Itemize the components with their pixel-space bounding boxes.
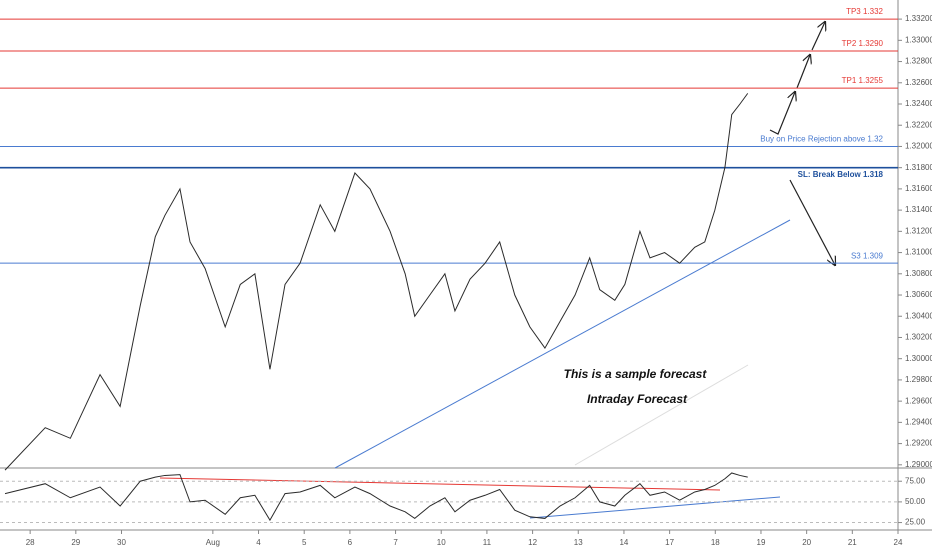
forecast-arrows	[769, 22, 835, 265]
price-line	[4, 93, 749, 471]
y-tick-label: 1.31200	[905, 226, 932, 235]
x-tick-label: 14	[619, 538, 628, 547]
y-tick-label: 1.29800	[905, 375, 932, 384]
y-tick-label: 1.33200	[905, 14, 932, 23]
x-tick-label: 12	[528, 538, 537, 547]
x-tick-label: 20	[802, 538, 811, 547]
y-tick-label: 1.32200	[905, 120, 932, 129]
x-tick-label: 11	[483, 538, 492, 547]
x-tick-label: 6	[348, 538, 353, 547]
y-tick-label: 1.29200	[905, 439, 932, 448]
annotation: Intraday Forecast	[587, 392, 688, 406]
y-tick-label: 1.32800	[905, 57, 932, 66]
trend-line-faint	[574, 364, 749, 466]
x-tick-label: 13	[574, 538, 583, 547]
x-tick-label: 28	[26, 538, 35, 547]
x-tick-label: 10	[437, 538, 446, 547]
x-tick-label: 30	[117, 538, 126, 547]
y-tick-label: 1.30600	[905, 290, 932, 299]
y-tick-label: 75.00	[905, 476, 926, 485]
y-tick-label: 1.31000	[905, 248, 932, 257]
y-tick-label: 1.30800	[905, 269, 932, 278]
level-label: Buy on Price Rejection above 1.32	[760, 135, 883, 144]
level-label: TP1 1.3255	[842, 76, 884, 85]
x-tick-label: 24	[894, 538, 903, 547]
level-label: TP2 1.3290	[842, 39, 884, 48]
level-label: TP3 1.332	[846, 7, 883, 16]
y-tick-label: 1.30200	[905, 333, 932, 342]
x-tick-label: 18	[711, 538, 720, 547]
trend-line	[334, 219, 791, 469]
y-tick-label: 1.31400	[905, 205, 932, 214]
y-tick-label: 1.29000	[905, 460, 932, 469]
x-tick-label: 19	[757, 538, 766, 547]
level-label: S3 1.309	[851, 251, 884, 260]
x-tick-label: 7	[393, 538, 398, 547]
y-tick-label: 1.32000	[905, 142, 932, 151]
y-tick-label: 1.30000	[905, 354, 932, 363]
y-tick-label: 50.00	[905, 497, 926, 506]
rsi-trend-line	[159, 477, 721, 491]
y-tick-label: 1.29400	[905, 417, 932, 426]
price-line	[4, 472, 748, 522]
x-tick-label: 17	[665, 538, 674, 547]
y-tick-label: 1.31600	[905, 184, 932, 193]
x-tick-label: 4	[256, 538, 261, 547]
y-tick-label: 1.31800	[905, 163, 932, 172]
level-label: SL: Break Below 1.318	[798, 170, 884, 179]
y-tick-label: 1.32600	[905, 78, 932, 87]
x-tick-label: 29	[71, 538, 80, 547]
x-tick-label: Aug	[206, 538, 220, 547]
annotation: This is a sample forecast	[564, 367, 708, 381]
y-tick-label: 1.33000	[905, 35, 932, 44]
x-tick-label: 21	[848, 538, 857, 547]
y-tick-label: 1.29600	[905, 396, 932, 405]
x-tick-label: 5	[302, 538, 307, 547]
y-tick-label: 25.00	[905, 518, 926, 527]
y-tick-label: 1.30400	[905, 311, 932, 320]
rsi-trend-line	[529, 496, 781, 519]
y-tick-label: 1.32400	[905, 99, 932, 108]
